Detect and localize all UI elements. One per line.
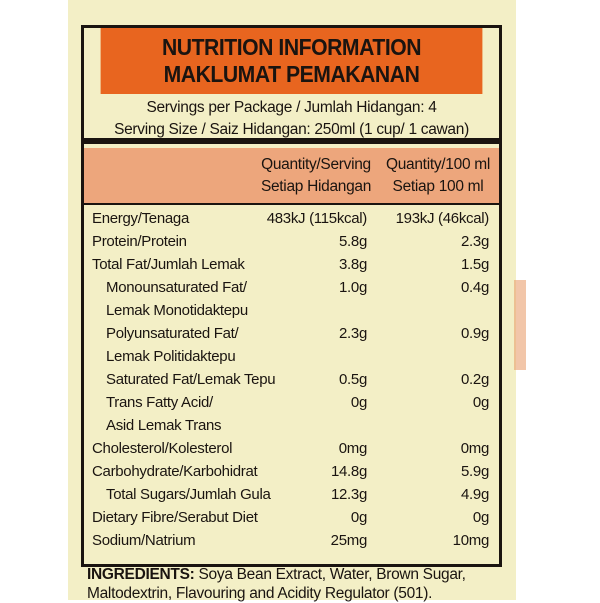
value-per-serving: 2.3g [339, 325, 367, 342]
value-per-100ml: 0g [472, 394, 489, 411]
panel-title: NUTRITION INFORMATION MAKLUMAT PEMAKANAN [100, 28, 483, 94]
table-row: Dietary Fibre/Serabut Diet 0g 0g [84, 506, 499, 529]
value-per-100ml: 193kJ (46kcal) [395, 210, 490, 227]
value-per-serving: 14.8g [330, 463, 367, 480]
col-per100-en: Quantity/100 ml [385, 156, 491, 173]
table-row: Cholesterol/Kolesterol 0mg 0mg [84, 437, 499, 460]
ingredients-label: INGREDIENTS: [87, 566, 195, 583]
value-per-100ml: 4.9g [461, 486, 489, 503]
nutrient-name: Lemak Monotidaktepu [106, 302, 248, 319]
value-per-serving: 5.8g [339, 233, 367, 250]
serving-info: Servings per Package / Jumlah Hidangan: … [84, 94, 499, 144]
table-row: Polyunsaturated Fat/2.3g 0.9g [84, 322, 499, 345]
table-row: Asid Lemak Trans [84, 414, 499, 437]
col-per100: Quantity/100 ml Setiap 100 ml [380, 154, 496, 198]
nutrient-name: Lemak Politidaktepu [106, 348, 236, 365]
value-per-serving: 1.0g [339, 279, 367, 296]
table-row: Total Fat/Jumlah Lemak 3.8g 1.5g [84, 253, 499, 276]
col-serving-en: Quantity/Serving [261, 156, 371, 173]
title-en: NUTRITION INFORMATION [161, 34, 422, 60]
table-row: Carbohydrate/Karbohidrat 14.8g 5.9g [84, 460, 499, 483]
value-per-100ml: 5.9g [461, 463, 489, 480]
table-row: Protein/Protein 5.8g 2.3g [84, 230, 499, 253]
value-per-100ml: 0mg [460, 440, 490, 457]
column-header: Quantity/Serving Setiap Hidangan Quantit… [84, 148, 499, 205]
value-per-serving: 0g [350, 394, 367, 411]
nutrient-name: Polyunsaturated Fat/ [106, 325, 239, 342]
table-row: Monounsaturated Fat/1.0g 0.4g [84, 276, 499, 299]
ingredients-text: Soya Bean Extract, Water, Brown Sugar, M… [87, 566, 466, 602]
nutrient-name: Trans Fatty Acid/ [106, 394, 213, 411]
ingredients: INGREDIENTS: Soya Bean Extract, Water, B… [87, 565, 507, 603]
table-row: Saturated Fat/Lemak Tepu 0.5g 0.2g [84, 368, 499, 391]
nutrient-name: Monounsaturated Fat/ [106, 279, 247, 296]
value-per-serving: 12.3g [330, 486, 367, 503]
nutrient-name: Dietary Fibre/Serabut Diet [92, 509, 258, 526]
value-per-serving: 483kJ (115kcal) [266, 210, 368, 227]
col-serving: Quantity/Serving Setiap Hidangan [256, 154, 376, 198]
nutrient-rows: Energy/Tenaga 483kJ (115kcal) 193kJ (46kca… [84, 205, 499, 552]
nutrition-panel: NUTRITION INFORMATION MAKLUMAT PEMAKANAN… [81, 25, 502, 567]
table-row: Energy/Tenaga 483kJ (115kcal) 193kJ (46kca… [84, 207, 499, 230]
value-per-100ml: 1.5g [461, 256, 489, 273]
table-row: Sodium/Natrium 25mg 10mg [84, 529, 499, 552]
servings-per-package: Servings per Package / Jumlah Hidangan: … [146, 99, 437, 116]
value-per-serving: 0g [350, 509, 367, 526]
value-per-serving: 0mg [338, 440, 368, 457]
bottle-edge [514, 280, 526, 370]
nutrient-name: Protein/Protein [92, 233, 187, 250]
nutrient-name: Saturated Fat/Lemak Tepu [106, 371, 276, 388]
value-per-serving: 25mg [330, 532, 368, 549]
value-per-100ml: 0.4g [461, 279, 489, 296]
nutrient-name: Carbohydrate/Karbohidrat [92, 463, 258, 480]
nutrient-name: Total Fat/Jumlah Lemak [92, 256, 245, 273]
value-per-100ml: 0.9g [461, 325, 489, 342]
table-row: Lemak Monotidaktepu [84, 299, 499, 322]
table-row: Lemak Politidaktepu [84, 345, 499, 368]
value-per-100ml: 0.2g [461, 371, 489, 388]
value-per-serving: 3.8g [339, 256, 367, 273]
value-per-serving: 0.5g [339, 371, 367, 388]
value-per-100ml: 2.3g [461, 233, 489, 250]
value-per-100ml: 0g [472, 509, 489, 526]
serving-size: Serving Size / Saiz Hidangan: 250ml (1 c… [114, 121, 469, 138]
nutrient-name: Energy/Tenaga [92, 210, 190, 227]
title-ms: MAKLUMAT PEMAKANAN [163, 61, 420, 87]
table-row: Total Sugars/Jumlah Gula 12.3g 4.9g [84, 483, 499, 506]
nutrient-name: Cholesterol/Kolesterol [92, 440, 233, 457]
value-per-100ml: 10mg [452, 532, 490, 549]
col-serving-ms: Setiap Hidangan [260, 178, 372, 195]
nutrient-name: Asid Lemak Trans [106, 417, 222, 434]
product-label [68, 0, 516, 600]
table-row: Trans Fatty Acid/0g 0g [84, 391, 499, 414]
nutrient-name: Total Sugars/Jumlah Gula [106, 486, 271, 503]
col-per100-ms: Setiap 100 ml [392, 178, 484, 195]
nutrient-name: Sodium/Natrium [92, 532, 196, 549]
